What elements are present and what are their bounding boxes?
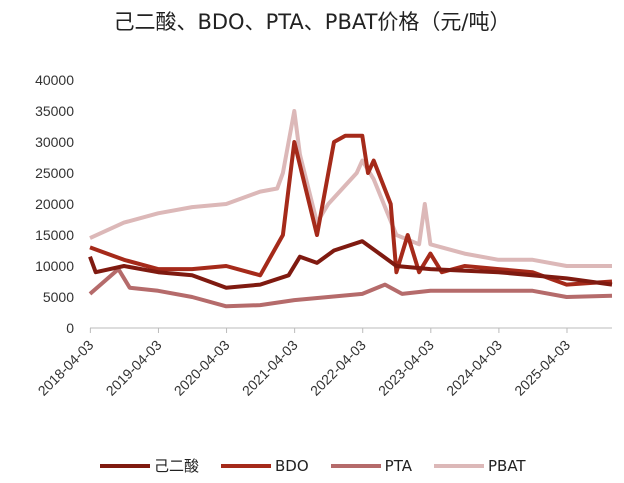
legend-label: PTA xyxy=(384,456,412,475)
series-line-PBAT xyxy=(89,109,612,268)
legend-label: 己二酸 xyxy=(154,457,200,475)
x-tick-label: 2023-04-03 xyxy=(375,337,437,399)
legend-item: PBAT xyxy=(433,456,526,475)
legend-item: BDO xyxy=(221,457,309,475)
legend-swatch xyxy=(100,463,150,468)
y-tick-label: 25000 xyxy=(35,165,74,181)
x-tick-label: 2019-04-03 xyxy=(103,337,165,399)
legend-item: 己二酸 xyxy=(100,455,199,476)
y-tick-label: 20000 xyxy=(35,196,74,212)
y-tick-label: 5000 xyxy=(43,289,74,305)
x-tick-label: 2025-04-03 xyxy=(511,337,573,399)
y-tick-label: 40000 xyxy=(35,72,74,88)
series-line-己二酸 xyxy=(88,239,613,290)
y-tick-label: 15000 xyxy=(35,227,74,243)
legend-label: PBAT xyxy=(487,456,526,475)
x-tick-label: 2020-04-03 xyxy=(171,337,233,399)
y-tick-label: 35000 xyxy=(35,103,74,119)
chart-title: 己二酸、BDO、PTA、PBAT价格（元/吨） xyxy=(113,10,511,34)
x-tick-label: 2022-04-03 xyxy=(307,337,369,399)
x-tick-label: 2018-04-03 xyxy=(35,337,97,399)
series-line-PTA xyxy=(88,267,613,309)
x-tick-label: 2024-04-03 xyxy=(443,337,505,399)
legend-swatch xyxy=(221,463,272,468)
legend-item: PTA xyxy=(330,456,412,475)
y-tick-label: 30000 xyxy=(35,134,74,150)
y-tick-label: 0 xyxy=(66,320,74,336)
legend-swatch xyxy=(433,463,484,468)
y-tick-label: 10000 xyxy=(35,258,74,274)
series-line-BDO xyxy=(89,133,613,287)
legend: 己二酸 BDO PTA PBAT xyxy=(100,455,526,476)
x-tick-label: 2021-04-03 xyxy=(239,337,301,399)
legend-label: BDO xyxy=(275,456,309,475)
legend-swatch xyxy=(330,463,381,468)
